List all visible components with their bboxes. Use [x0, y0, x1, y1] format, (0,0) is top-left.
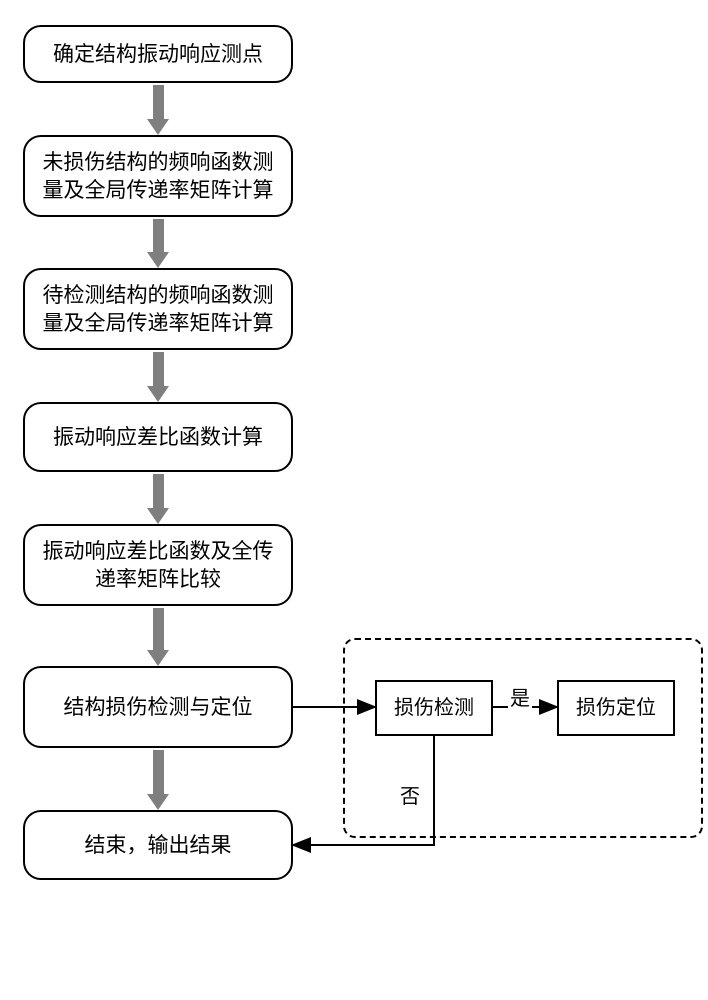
diagram-canvas: 确定结构振动响应测点未损伤结构的频响函数测量及全局传递率矩阵计算待检测结构的频响… [0, 0, 708, 1000]
edge-label-no: 否 [398, 780, 422, 809]
arrow-d1-n7 [0, 0, 708, 1000]
